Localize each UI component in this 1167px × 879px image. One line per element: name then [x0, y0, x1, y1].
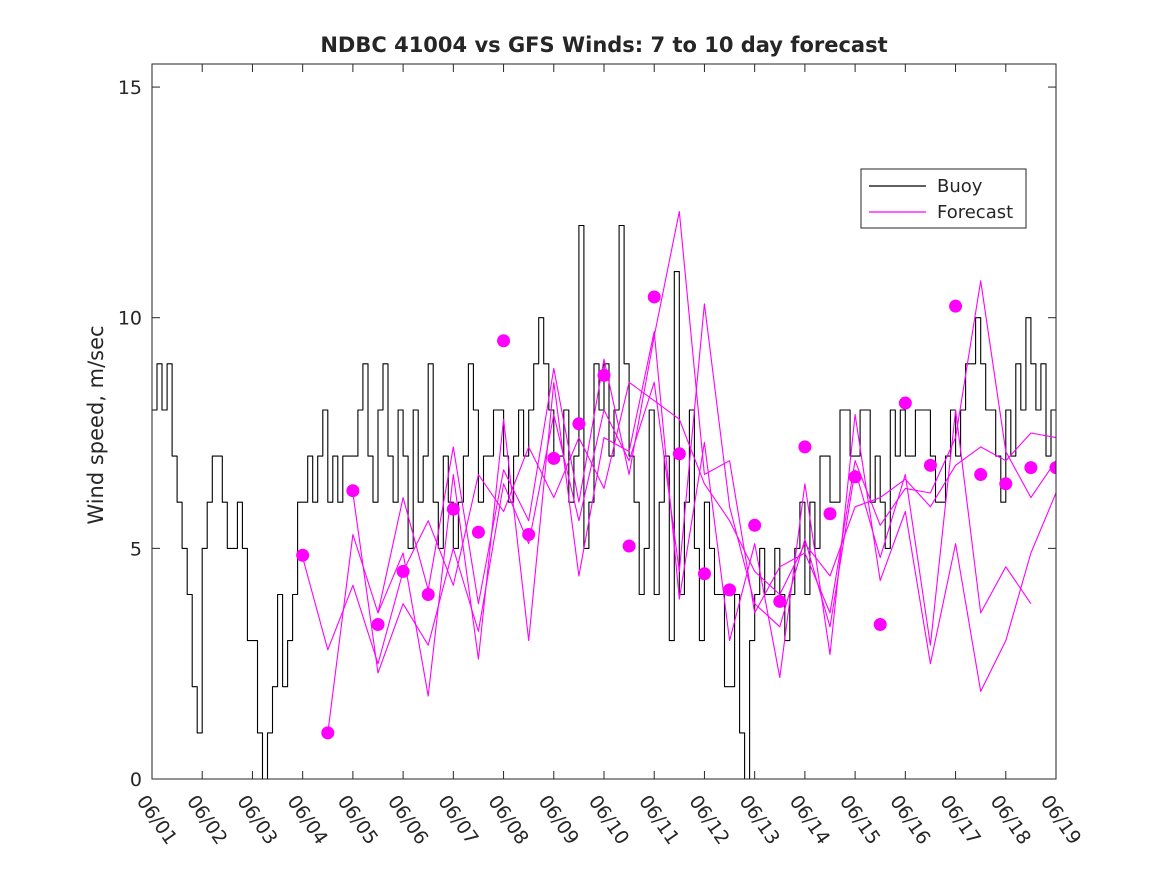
- forecast-marker-point: [949, 299, 963, 313]
- forecast-marker-point: [421, 587, 435, 601]
- chart-title: NDBC 41004 vs GFS Winds: 7 to 10 day for…: [320, 33, 887, 57]
- forecast-series-line-1: [302, 381, 1056, 665]
- forecast-marker-point: [572, 417, 586, 431]
- forecast-marker-point: [622, 539, 636, 553]
- forecast-marker-point: [296, 548, 310, 562]
- forecast-marker-point: [321, 726, 335, 740]
- forecast-marker-point: [873, 617, 887, 631]
- forecast-marker-point: [597, 368, 611, 382]
- forecast-marker-point: [1049, 461, 1056, 475]
- legend-label-forecast: Forecast: [937, 202, 1013, 223]
- forecast-marker-point: [371, 617, 385, 631]
- forecast-marker-point: [522, 528, 536, 542]
- forecast-marker-point: [547, 451, 561, 465]
- forecast-series-line-3: [352, 303, 1032, 674]
- forecast-marker-point: [446, 502, 460, 516]
- plot-inner: [152, 211, 1056, 779]
- forecast-series-line-4: [377, 330, 1056, 697]
- y-tick-label: 5: [130, 538, 142, 560]
- y-axis-label: Wind speed, m/sec: [84, 325, 108, 524]
- forecast-marker-point: [923, 458, 937, 472]
- forecast-marker-point: [999, 477, 1013, 491]
- forecast-marker-point: [497, 334, 511, 348]
- forecast-marker-point: [672, 447, 686, 461]
- legend: Buoy Forecast: [860, 168, 1027, 229]
- y-tick-label: 0: [130, 769, 142, 791]
- forecast-marker-point: [974, 468, 988, 482]
- forecast-marker-point: [647, 290, 661, 304]
- forecast-marker-point: [697, 567, 711, 581]
- forecast-marker-point: [823, 507, 837, 521]
- forecast-marker-point: [723, 583, 737, 597]
- y-tick-label: 15: [118, 77, 142, 99]
- y-tick-label: 10: [118, 308, 142, 330]
- forecast-marker-point: [396, 564, 410, 578]
- forecast-marker-point: [748, 518, 762, 532]
- plot-area: [152, 211, 1056, 779]
- buoy-series-line: [152, 224, 1056, 779]
- forecast-series-line-2: [327, 211, 1056, 733]
- legend-label-buoy: Buoy: [937, 176, 983, 197]
- forecast-marker-point: [898, 396, 912, 410]
- forecast-marker-point: [848, 470, 862, 484]
- legend-box: [860, 168, 1027, 229]
- forecast-marker-point: [471, 525, 485, 539]
- forecast-marker-point: [773, 594, 787, 608]
- forecast-marker-point: [1024, 461, 1038, 475]
- forecast-marker-point: [346, 484, 360, 498]
- forecast-marker-point: [798, 440, 812, 454]
